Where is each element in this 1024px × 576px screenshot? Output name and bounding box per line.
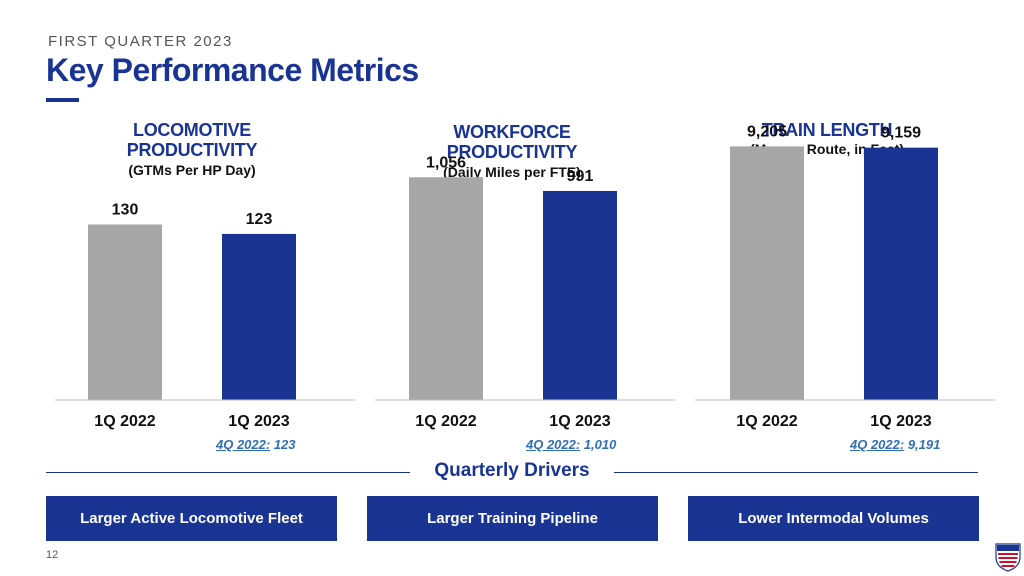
chart-1-value-label-1: 130 [112, 202, 139, 219]
slide-eyebrow: FIRST QUARTER 2023 [48, 33, 233, 50]
panel-3-title: TRAIN LENGTH [727, 120, 927, 140]
driver-box-2: Larger Training Pipeline [367, 496, 658, 541]
chart-1-bar-1 [88, 224, 162, 400]
chart-3-value-label-1: 9,205 [747, 123, 787, 140]
drivers-title: Quarterly Drivers [434, 460, 590, 481]
chart-2-category-label-2: 1Q 2023 [549, 413, 610, 430]
chart-3-category-label-2: 1Q 2023 [870, 413, 931, 430]
chart-2-bar-1 [409, 177, 483, 400]
panel-1-title: LOCOMOTIVE PRODUCTIVITY [92, 120, 292, 160]
panel-3-title-line-1: TRAIN LENGTH [761, 120, 893, 140]
driver-box-3: Lower Intermodal Volumes [688, 496, 979, 541]
driver-box-1: Larger Active Locomotive Fleet [46, 496, 337, 541]
chart-1-value-label-2: 123 [246, 211, 273, 228]
slide-title: Key Performance Metrics [46, 52, 419, 88]
chart-2-value-label-2: 991 [567, 168, 594, 185]
chart-3-bar-1 [730, 146, 804, 400]
chart-1-category-label-1: 1Q 2022 [94, 413, 155, 430]
panel-1-subtitle: (GTMs Per HP Day) [128, 162, 256, 178]
panel-3-comparison-value: 9,191 [907, 437, 941, 452]
panel-1-comparison-label: 4Q 2022: [216, 437, 271, 452]
drivers-divider-right [614, 472, 978, 473]
drivers-divider-left [46, 472, 410, 473]
panel-2-title: WORKFORCE PRODUCTIVITY [412, 122, 612, 162]
panel-3-comparison-label: 4Q 2022: [850, 437, 905, 452]
panel-2-comparison-label: 4Q 2022: [526, 437, 581, 452]
title-underline [46, 98, 79, 102]
panel-2-comparison-value: 1,010 [583, 437, 617, 452]
panel-3-comparison: 4Q 2022: 9,191 [850, 437, 940, 452]
chart-1-category-label-2: 1Q 2023 [228, 413, 289, 430]
panel-2-title-line-2: PRODUCTIVITY [446, 142, 578, 162]
page-number: 12 [46, 549, 59, 561]
panel-2-subtitle: (Daily Miles per FTE) [443, 164, 581, 180]
company-shield-logo [995, 543, 1021, 572]
chart-3-category-label-1: 1Q 2022 [736, 413, 797, 430]
panel-1-comparison-value: 123 [273, 437, 296, 452]
chart-3-bar-2 [864, 147, 938, 400]
panel-1-title-line-2: PRODUCTIVITY [126, 140, 258, 160]
chart-1-bar-2 [222, 233, 296, 400]
chart-3-value-label-2: 9,159 [881, 125, 921, 142]
panel-2-title-line-1: WORKFORCE [453, 122, 571, 142]
panel-2-comparison: 4Q 2022: 1,010 [526, 437, 616, 452]
panel-1-comparison: 4Q 2022: 123 [216, 437, 296, 452]
chart-2-value-label-1: 1,056 [426, 154, 466, 171]
chart-2-category-label-1: 1Q 2022 [415, 413, 476, 430]
panel-1-title-line-1: LOCOMOTIVE [133, 120, 251, 140]
chart-2-bar-2 [543, 190, 617, 400]
